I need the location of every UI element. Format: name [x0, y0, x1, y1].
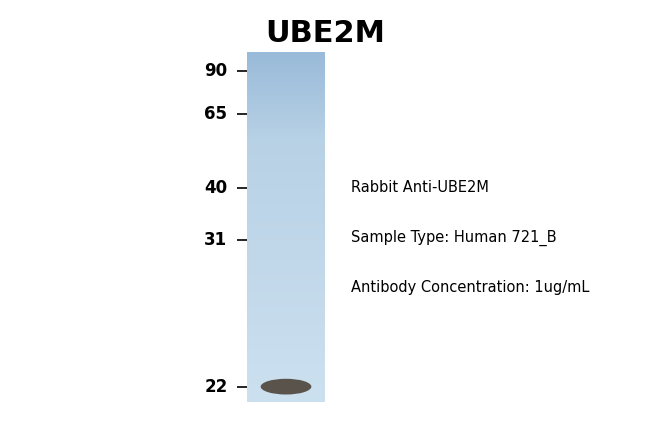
Text: 40: 40: [204, 179, 227, 197]
Text: Antibody Concentration: 1ug/mL: Antibody Concentration: 1ug/mL: [351, 280, 590, 295]
Text: Sample Type: Human 721_B: Sample Type: Human 721_B: [351, 229, 556, 246]
Text: UBE2M: UBE2M: [265, 19, 385, 48]
Text: 90: 90: [204, 62, 227, 80]
Text: Rabbit Anti-UBE2M: Rabbit Anti-UBE2M: [351, 181, 489, 195]
Ellipse shape: [261, 379, 311, 394]
Text: 65: 65: [205, 105, 228, 124]
Text: 22: 22: [204, 378, 227, 396]
Text: 31: 31: [204, 231, 227, 249]
